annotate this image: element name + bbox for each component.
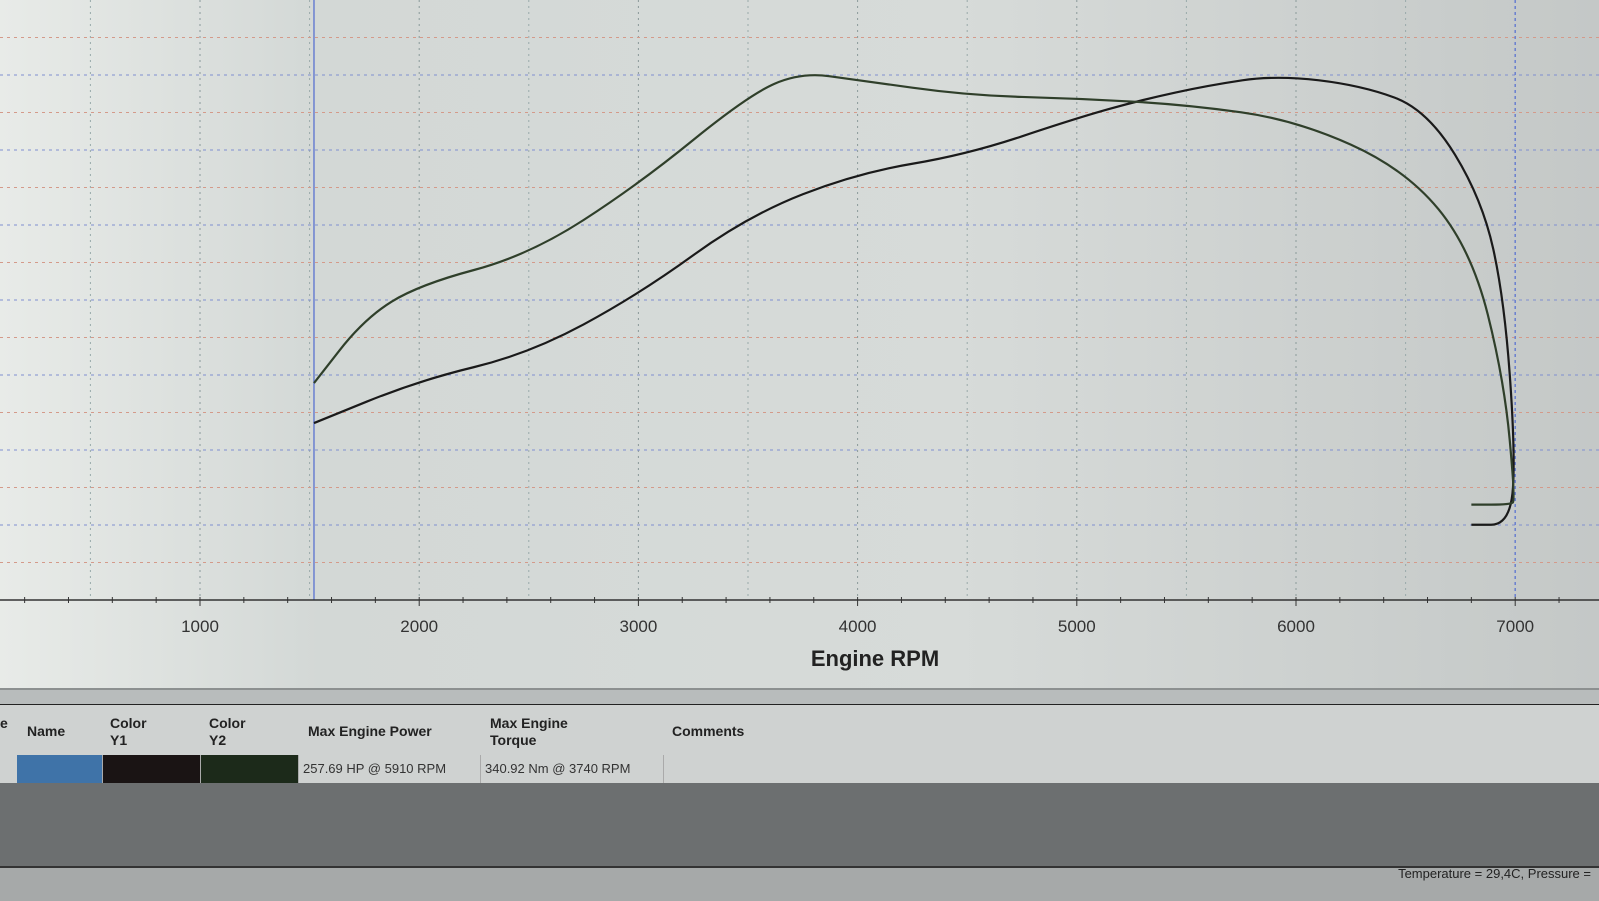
name-color-cell[interactable] bbox=[17, 755, 103, 783]
torque-curve bbox=[313, 74, 1515, 506]
max-power-cell: 257.69 HP @ 5910 RPM bbox=[299, 755, 481, 783]
header-color-y1[interactable]: Color Y1 bbox=[110, 715, 147, 748]
empty-panel bbox=[0, 783, 1599, 868]
x-tick-label: 1000 bbox=[181, 617, 219, 636]
dyno-chart: 1000 2000 3000 4000 5000 6000 7000 Engine RPM bbox=[0, 0, 1599, 690]
chart-svg: 1000 2000 3000 4000 5000 6000 7000 Engine RPM bbox=[0, 0, 1599, 671]
header-max-power[interactable]: Max Engine Power bbox=[308, 723, 432, 739]
header-color-y2[interactable]: Color Y2 bbox=[209, 715, 246, 748]
color-y2-swatch[interactable] bbox=[201, 755, 299, 783]
header-name[interactable]: Name bbox=[27, 723, 66, 739]
max-torque-cell: 340.92 Nm @ 3740 RPM bbox=[481, 755, 664, 783]
color-y1-swatch[interactable] bbox=[103, 755, 201, 783]
comments-cell[interactable] bbox=[664, 755, 1599, 783]
x-tick-label: 4000 bbox=[839, 617, 877, 636]
x-axis-label: Engine RPM bbox=[811, 646, 939, 671]
header-comments[interactable]: Comments bbox=[672, 723, 745, 739]
x-tick-label: 6000 bbox=[1277, 617, 1315, 636]
status-bar: Temperature = 29,4C, Pressure = bbox=[0, 866, 1599, 901]
x-tick-label: 3000 bbox=[619, 617, 657, 636]
header-max-torque[interactable]: Max Engine Torque bbox=[490, 715, 568, 748]
x-tick-label: 2000 bbox=[400, 617, 438, 636]
power-curve bbox=[313, 76, 1515, 526]
runs-table: e Name Color Y1 Color Y2 Max Engine Powe… bbox=[0, 705, 1599, 785]
status-text: Temperature = 29,4C, Pressure = bbox=[1398, 866, 1591, 881]
x-tick-label: 5000 bbox=[1058, 617, 1096, 636]
header-cut: e bbox=[0, 715, 8, 731]
x-tick-label: 7000 bbox=[1496, 617, 1534, 636]
